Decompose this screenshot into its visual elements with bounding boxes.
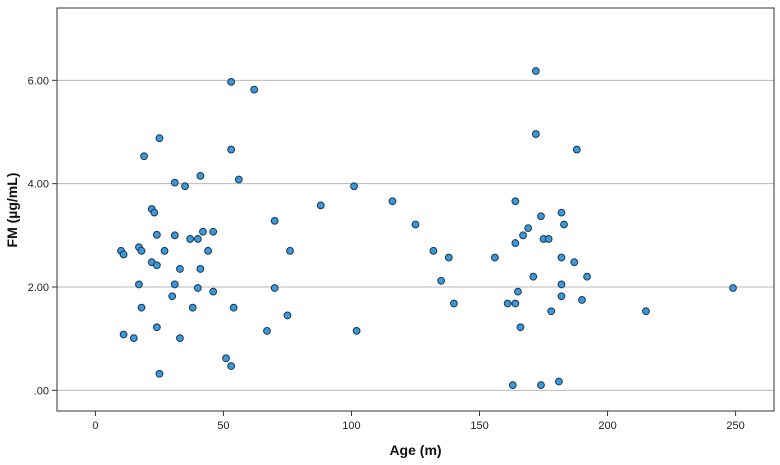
- data-point: [170, 231, 179, 240]
- data-point: [170, 280, 179, 289]
- data-point: [140, 152, 148, 161]
- y-tick-label: 2.00: [28, 282, 49, 294]
- data-point: [227, 77, 236, 86]
- x-tick-label: 250: [726, 420, 744, 432]
- data-point: [642, 307, 650, 316]
- x-tick-label: 150: [470, 420, 488, 432]
- data-point: [388, 197, 397, 206]
- data-point: [186, 235, 195, 243]
- data-point: [529, 272, 538, 281]
- data-point: [152, 261, 161, 270]
- data-point: [209, 227, 218, 236]
- data-point: [503, 299, 512, 308]
- data-point: [511, 239, 520, 247]
- data-point: [199, 227, 207, 236]
- data-point: [204, 246, 212, 255]
- data-point: [119, 330, 128, 339]
- data-point: [152, 323, 161, 332]
- data-point: [544, 235, 553, 243]
- data-point: [283, 311, 292, 320]
- data-point: [557, 292, 566, 301]
- data-points: [117, 67, 737, 390]
- data-point: [537, 212, 545, 221]
- y-tick-label: 4.00: [28, 179, 49, 191]
- plot-frame: [56, 7, 775, 412]
- data-point: [229, 303, 238, 312]
- data-point: [227, 362, 236, 370]
- x-tick-label: 0: [92, 420, 98, 432]
- data-point: [188, 303, 197, 312]
- data-point: [560, 220, 568, 229]
- data-point: [193, 284, 202, 292]
- data-point: [508, 381, 517, 390]
- data-point: [196, 172, 205, 180]
- data-point: [135, 280, 143, 289]
- data-point: [170, 178, 179, 187]
- data-point: [555, 377, 563, 386]
- data-point: [519, 231, 527, 240]
- data-point: [578, 296, 586, 304]
- data-point: [437, 276, 446, 285]
- data-point: [514, 287, 522, 296]
- data-point: [196, 265, 205, 273]
- data-point: [234, 175, 243, 184]
- data-point: [129, 334, 138, 343]
- data-point: [547, 307, 556, 316]
- data-point: [350, 182, 358, 191]
- data-point: [137, 303, 146, 312]
- data-point: [583, 272, 591, 281]
- data-point: [729, 284, 737, 292]
- data-point: [227, 145, 236, 154]
- data-point: [193, 235, 202, 243]
- data-point: [270, 284, 279, 292]
- data-point: [531, 67, 540, 75]
- data-point: [572, 145, 581, 154]
- data-point: [352, 327, 361, 335]
- data-point: [168, 292, 177, 301]
- data-point: [511, 299, 520, 308]
- data-point: [155, 369, 164, 378]
- data-point: [263, 327, 271, 335]
- data-point: [490, 253, 499, 262]
- data-point: [181, 182, 189, 191]
- data-point: [570, 258, 579, 267]
- data-point: [155, 134, 164, 143]
- data-point: [222, 354, 230, 363]
- data-point: [557, 280, 566, 289]
- data-point: [270, 216, 279, 225]
- data-point: [450, 299, 458, 308]
- data-point: [557, 253, 566, 262]
- data-point: [316, 201, 325, 210]
- data-point: [444, 253, 453, 262]
- data-point: [176, 334, 184, 343]
- data-point: [286, 246, 294, 255]
- y-tick-label: 6.00: [28, 75, 49, 87]
- data-point: [150, 208, 159, 217]
- data-point: [511, 197, 520, 206]
- data-point: [411, 220, 420, 229]
- data-point: [531, 130, 540, 138]
- data-point: [176, 265, 184, 273]
- x-tick-label: 200: [598, 420, 616, 432]
- data-point: [119, 250, 128, 259]
- data-point: [524, 224, 533, 233]
- data-point: [250, 85, 259, 94]
- x-tick-label: 50: [217, 420, 229, 432]
- data-point: [429, 246, 438, 255]
- data-point: [137, 246, 146, 255]
- y-tick-label: .00: [34, 385, 49, 397]
- data-point: [152, 230, 161, 239]
- x-tick-label: 100: [342, 420, 360, 432]
- y-axis-title: FM (µg/mL): [4, 173, 20, 248]
- data-point: [557, 208, 566, 217]
- x-axis-title: Age (m): [389, 442, 441, 458]
- data-point: [209, 287, 218, 296]
- data-point: [516, 323, 525, 332]
- data-point: [160, 246, 169, 255]
- axis-ticks: .00 2.00 4.00 6.00 0 50 100 150 200 250: [28, 75, 745, 432]
- data-point: [537, 381, 545, 390]
- gridlines: [57, 79, 774, 391]
